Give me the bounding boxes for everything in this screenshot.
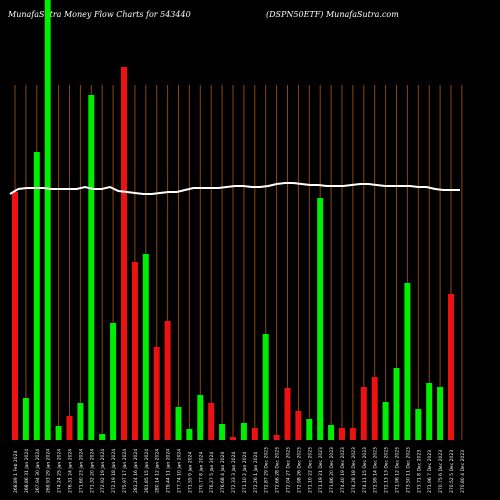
bar <box>12 192 18 440</box>
x-tick-label: 273.50 11 Dec 2023 <box>405 447 411 493</box>
bar <box>306 419 313 440</box>
bar <box>404 283 411 440</box>
bar <box>121 67 127 440</box>
bar <box>339 428 345 440</box>
x-tick-label: 268.89 1 Feb 2024 <box>13 451 19 493</box>
bar <box>295 411 302 440</box>
bar <box>66 416 73 440</box>
x-tick-label: 271.86 20 Dec 2023 <box>329 447 335 493</box>
bar <box>251 428 258 440</box>
x-tick-label: 271.96 12 Dec 2023 <box>395 447 401 493</box>
bar <box>164 321 171 440</box>
x-tick-label: 275.97 17 Jan 2024 <box>122 449 128 493</box>
bar <box>240 423 247 440</box>
bar <box>371 377 378 440</box>
x-tick-label: 272.98 26 Dec 2023 <box>296 447 302 493</box>
x-tick-label: 272.26 1 Jan 2024 <box>253 452 259 493</box>
bar <box>99 434 106 440</box>
x-tick-label: 271.10 2 Jan 2024 <box>242 452 248 493</box>
x-tick-label: 280.14 12 Jan 2024 <box>155 449 161 493</box>
x-tick-label: 271.96 7 Dec 2023 <box>427 450 433 493</box>
bar <box>77 403 84 440</box>
x-tick-label: 276.27 5 Jan 2024 <box>209 452 215 493</box>
bar <box>273 435 280 440</box>
x-tick-label: 274.24 25 Jan 2024 <box>57 449 63 493</box>
bar <box>186 429 193 440</box>
bar <box>88 95 95 440</box>
x-tick-label: 267.94 30 Jan 2024 <box>35 449 41 493</box>
x-tick-label: 276.31 24 Jan 2024 <box>68 449 74 493</box>
bar <box>262 334 269 440</box>
bar <box>55 426 62 440</box>
bar <box>426 383 433 440</box>
bar <box>110 323 117 440</box>
x-tick-label: 279.44 11 Jan 2024 <box>166 449 172 493</box>
bar <box>33 152 40 440</box>
x-tick-label: 270.77 8 Jan 2024 <box>198 452 204 493</box>
bar <box>175 407 182 440</box>
x-tick-label: 281.85 15 Jan 2024 <box>144 449 150 493</box>
bar <box>382 402 389 440</box>
x-tick-label: 270.75 6 Dec 2023 <box>438 450 444 493</box>
bar <box>153 347 160 440</box>
bar <box>197 395 204 440</box>
x-tick-label: 272.87 29 Dec 2023 <box>264 447 270 493</box>
x-tick-label: 271.60 23 Jan 2024 <box>78 449 84 493</box>
x-tick-label: 270.52 5 Dec 2023 <box>449 450 455 493</box>
chart-subtitle: (DSPN50ETF) MunafaSutra.com <box>266 10 399 19</box>
bar <box>219 424 226 440</box>
bar <box>44 0 51 440</box>
bar <box>393 368 400 440</box>
x-tick-label: 272.19 18 Jan 2024 <box>111 449 117 493</box>
x-tick-label: 272.92 19 Jan 2024 <box>100 449 106 493</box>
x-tick-label: 268.86 31 Jan 2024 <box>24 449 30 493</box>
bar <box>317 198 324 440</box>
x-tick-label: 272.33 3 Jan 2024 <box>231 452 237 493</box>
bar <box>284 388 291 440</box>
x-tick-label: 269.93 29 Jan 2024 <box>46 449 52 493</box>
x-tick-label: 272.04 27 Dec 2023 <box>286 447 292 493</box>
bar <box>349 428 356 440</box>
x-tick-label: 270.80 4 Dec 2023 <box>460 450 466 493</box>
x-tick-label: 272.13 13 Dec 2023 <box>384 447 390 493</box>
bar <box>22 398 29 440</box>
x-tick-label: 277.74 10 Jan 2024 <box>177 449 183 493</box>
bar <box>360 387 367 440</box>
x-tick-label: 271.32 20 Jan 2024 <box>89 449 95 493</box>
x-tick-label: 271.10 22 Dec 2023 <box>307 447 313 493</box>
bar <box>131 262 138 440</box>
x-tick-label: 272.66 28 Dec 2023 <box>275 447 281 493</box>
x-tick-label: 271.55 9 Jan 2024 <box>187 452 193 493</box>
bar <box>328 425 335 440</box>
chart-title: MunafaSutra Money Flow Charts for 543440 <box>8 10 191 19</box>
bar <box>437 387 444 440</box>
x-tick-label: 272.99 14 Dec 2023 <box>373 447 379 493</box>
x-tick-label: 273.71 8 Dec 2023 <box>416 450 422 493</box>
bar <box>415 409 422 440</box>
x-tick-label: 274.40 19 Dec 2023 <box>340 447 346 493</box>
bar <box>208 403 215 440</box>
x-tick-label: 274.28 18 Dec 2023 <box>351 447 357 493</box>
x-tick-labels: 268.89 1 Feb 2024 268.86 31 Jan 2024 267.9… <box>13 447 466 493</box>
x-tick-label: 276.68 4 Jan 2024 <box>220 452 226 493</box>
bar <box>230 437 236 440</box>
bar-series <box>12 0 454 440</box>
x-tick-label: 271.19 21 Dec 2023 <box>318 447 324 493</box>
bar <box>142 254 149 440</box>
bar <box>448 294 454 440</box>
x-tick-label: 274.11 15 Dec 2023 <box>362 447 368 493</box>
moving-average-line <box>9 182 460 195</box>
x-tick-label: 281.24 16 Jan 2024 <box>133 449 139 493</box>
